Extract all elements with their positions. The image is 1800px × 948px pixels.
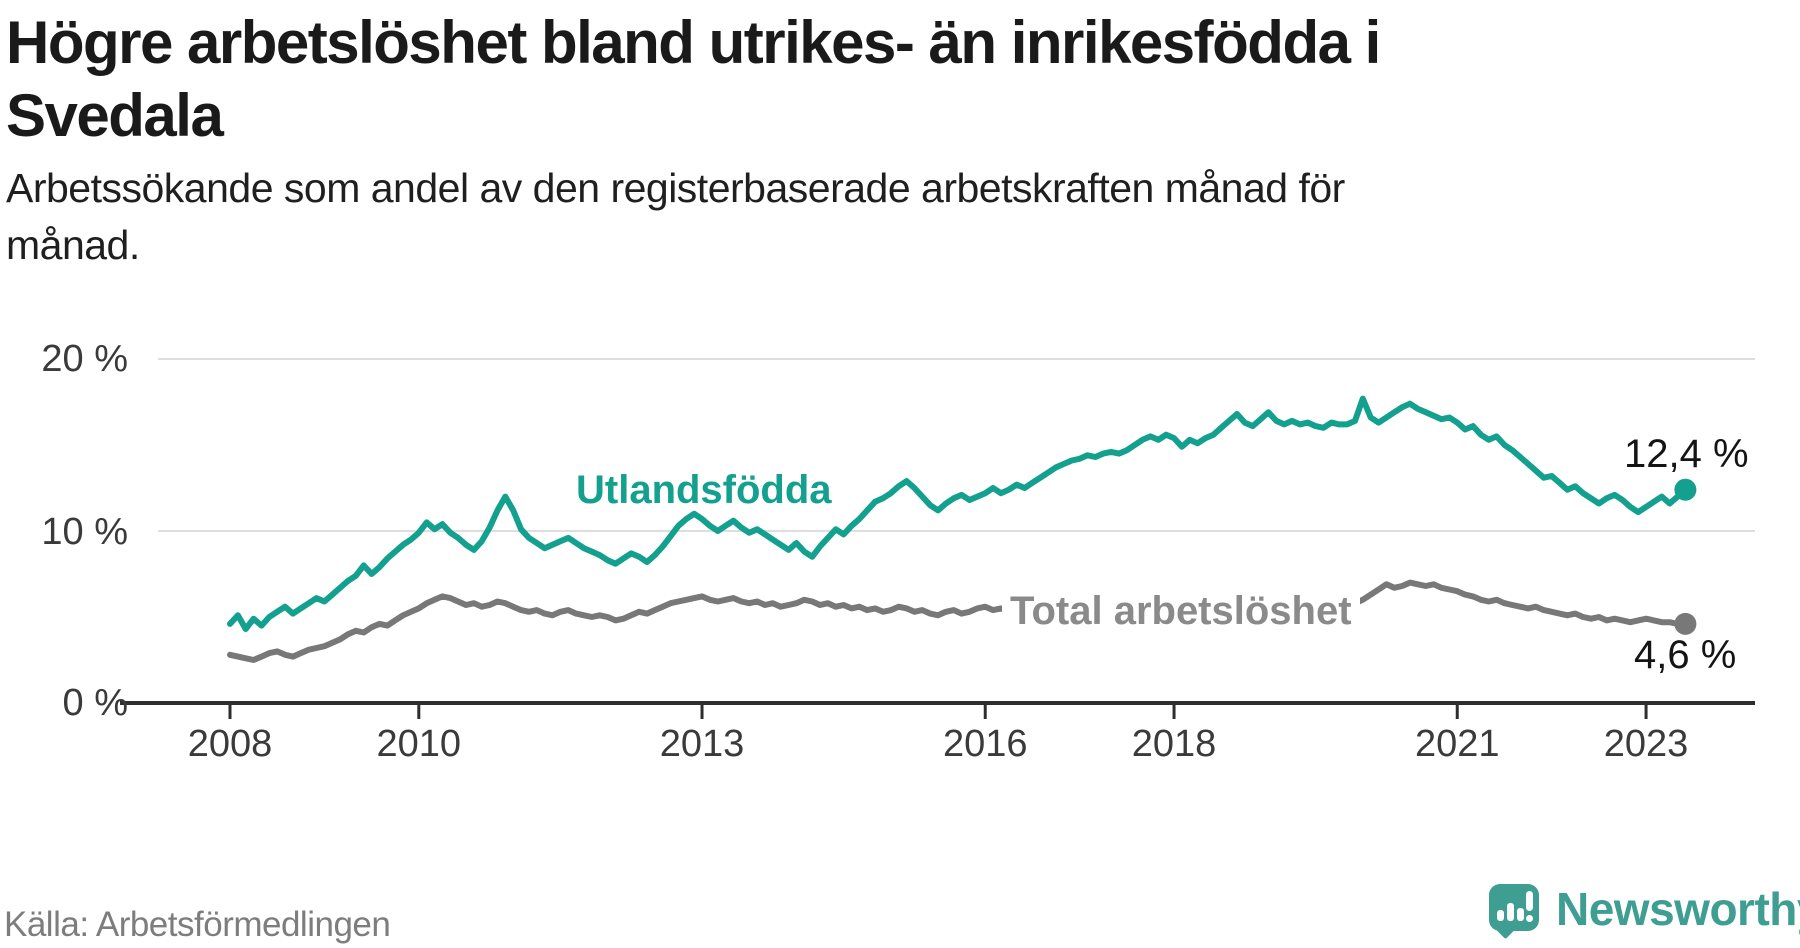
chart-subtitle: Arbetssökande som andel av den registerb… — [6, 165, 1345, 268]
x-axis-label-2023: 2023 — [1603, 723, 1689, 765]
logo-bar-3 — [1517, 908, 1524, 921]
y-axis-label-0: 0 % — [62, 682, 128, 724]
newsworthy-wordmark: Newsworthy — [1556, 883, 1800, 935]
end-value-label-total: 4,6 % — [1634, 633, 1737, 677]
x-axis-label-2010: 2010 — [376, 723, 462, 765]
x-axis-label-2013: 2013 — [659, 723, 745, 765]
source-attribution: Källa: Arbetsförmedlingen — [4, 905, 391, 944]
y-axis-label-10: 10 % — [41, 511, 128, 553]
x-axis-label-2016: 2016 — [942, 723, 1028, 765]
series-label-total-arbetsloshet: Total arbetslöshet — [1002, 589, 1360, 633]
x-axis-label-2021: 2021 — [1414, 723, 1500, 765]
logo-bar-1 — [1497, 910, 1504, 921]
series-label-utlandsfodda: Utlandsfödda — [576, 468, 832, 512]
logo-bar-2 — [1507, 903, 1514, 921]
logo-exclamation-dot — [1526, 915, 1533, 922]
title-line-1: Högre arbetslöshet bland utrikes- än inr… — [6, 9, 1381, 76]
end-value-label-utlandsfodda: 12,4 % — [1624, 432, 1749, 476]
x-axis-label-2008: 2008 — [187, 723, 273, 765]
y-axis-label-20: 20 % — [41, 338, 128, 380]
logo-exclamation-bar — [1526, 891, 1533, 911]
newsworthy-speech-bubble-bar-chart-icon — [1489, 884, 1539, 940]
chart-title: Högre arbetslöshet bland utrikes- än inr… — [6, 6, 1566, 152]
newsworthy-logo: Newsworthy — [1489, 884, 1800, 948]
speech-bubble-tail — [1494, 917, 1517, 940]
x-axis-label-2018: 2018 — [1131, 723, 1217, 765]
title-line-2: Svedala — [6, 82, 224, 150]
